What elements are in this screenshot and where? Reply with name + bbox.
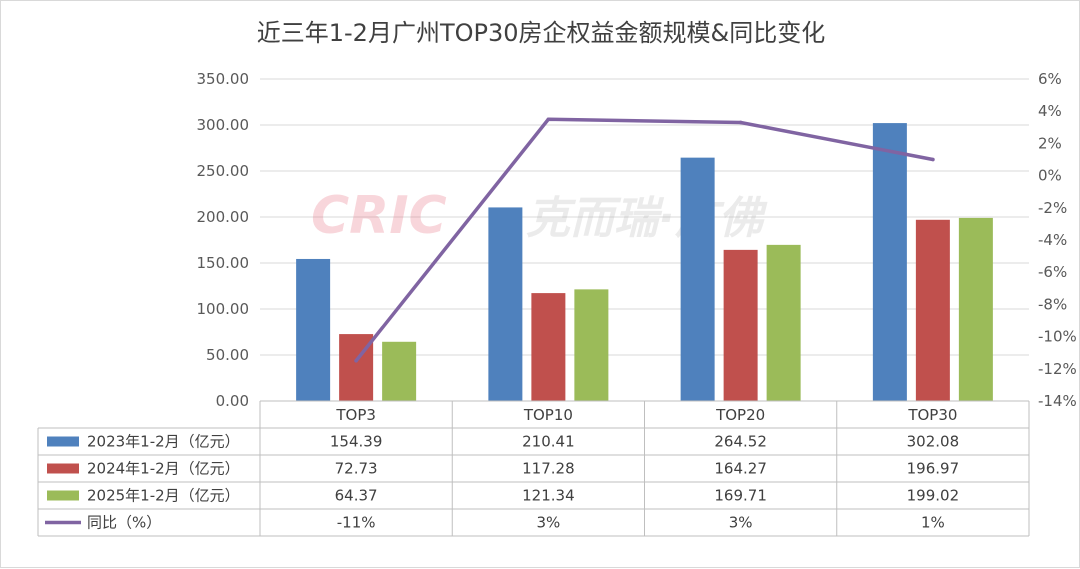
watermark-latin: CRIC bbox=[311, 186, 447, 246]
bar bbox=[574, 289, 609, 401]
data-label: -11% bbox=[337, 514, 376, 532]
y-right-tick-label: -8% bbox=[1038, 295, 1067, 313]
yoy-line bbox=[354, 117, 935, 363]
legend-label: 2024年1-2月（亿元） bbox=[87, 460, 240, 478]
data-label: 121.34 bbox=[522, 487, 575, 505]
line-point bbox=[931, 157, 935, 162]
y-axis-left: 0.00 50.00 100.00 150.00 200.00 250.00 300.00 3… bbox=[197, 70, 250, 410]
y-right-tick-label: -12% bbox=[1038, 360, 1077, 378]
y-right-tick-label: -2% bbox=[1038, 199, 1067, 217]
y-right-tick-label: -14% bbox=[1038, 392, 1077, 410]
data-label: 264.52 bbox=[714, 433, 767, 451]
data-table: TOP3 TOP10 TOP20 TOP30 2023年1-2月（亿元） 154.39 21… bbox=[37, 400, 1030, 537]
y-right-tick-label: -4% bbox=[1038, 231, 1067, 249]
y-axis-right: -14% -12% -10% -8% -6% -4% -2% 0% 2% 4% 6% bbox=[1038, 70, 1077, 410]
data-label: 1% bbox=[921, 514, 945, 532]
legend-label: 同比（%） bbox=[87, 514, 161, 532]
y-left-tick-label: 350.00 bbox=[197, 70, 250, 88]
bar bbox=[531, 293, 566, 401]
line-point bbox=[354, 358, 358, 363]
bar bbox=[872, 123, 907, 402]
line-point bbox=[546, 117, 551, 122]
bar bbox=[766, 244, 801, 401]
y-right-tick-label: 2% bbox=[1038, 134, 1062, 152]
y-left-tick-label: 100.00 bbox=[197, 300, 250, 318]
data-label: 154.39 bbox=[330, 433, 383, 451]
data-label: 3% bbox=[536, 514, 560, 532]
bar bbox=[723, 249, 758, 401]
data-label: 3% bbox=[729, 514, 753, 532]
watermark: CRIC 克而瑞·广佛 bbox=[311, 186, 768, 246]
data-label: 199.02 bbox=[907, 487, 960, 505]
data-label: 72.73 bbox=[335, 460, 378, 478]
data-label: 196.97 bbox=[907, 460, 960, 478]
bar bbox=[680, 157, 715, 401]
y-right-tick-label: -10% bbox=[1038, 328, 1077, 346]
legend-swatch bbox=[47, 463, 79, 474]
y-left-tick-label: 50.00 bbox=[206, 346, 249, 364]
data-label: 64.37 bbox=[335, 487, 378, 505]
bar bbox=[382, 341, 417, 401]
bar-series bbox=[296, 123, 993, 402]
y-right-tick-label: 4% bbox=[1038, 102, 1062, 120]
x-tick-label: TOP30 bbox=[907, 406, 957, 424]
x-tick-label: TOP10 bbox=[523, 406, 573, 424]
bar bbox=[488, 207, 523, 401]
line-point bbox=[738, 120, 743, 125]
data-label: 169.71 bbox=[714, 487, 767, 505]
y-left-tick-label: 250.00 bbox=[197, 162, 250, 180]
y-left-tick-label: 0.00 bbox=[216, 392, 249, 410]
legend-label: 2023年1-2月（亿元） bbox=[87, 433, 240, 451]
data-label: 302.08 bbox=[907, 433, 960, 451]
data-label: 164.27 bbox=[714, 460, 767, 478]
bar bbox=[296, 258, 331, 401]
y-right-tick-label: -6% bbox=[1038, 263, 1067, 281]
bar bbox=[958, 217, 993, 401]
bar bbox=[915, 219, 950, 401]
data-label: 210.41 bbox=[522, 433, 575, 451]
y-left-tick-label: 200.00 bbox=[197, 208, 250, 226]
watermark-chinese: 克而瑞·广佛 bbox=[526, 193, 768, 244]
data-label: 117.28 bbox=[522, 460, 575, 478]
legend-label: 2025年1-2月（亿元） bbox=[87, 487, 240, 505]
y-left-tick-label: 300.00 bbox=[197, 116, 250, 134]
y-right-tick-label: 6% bbox=[1038, 70, 1062, 88]
chart-title: 近三年1-2月广州TOP30房企权益金额规模&同比变化 bbox=[257, 19, 825, 47]
y-right-tick-label: 0% bbox=[1038, 167, 1062, 185]
x-tick-label: TOP20 bbox=[715, 406, 765, 424]
legend-swatch bbox=[47, 436, 79, 447]
y-left-tick-label: 150.00 bbox=[197, 254, 250, 272]
x-tick-label: TOP3 bbox=[335, 406, 376, 424]
legend-swatch bbox=[47, 490, 79, 501]
line-series bbox=[354, 117, 935, 363]
